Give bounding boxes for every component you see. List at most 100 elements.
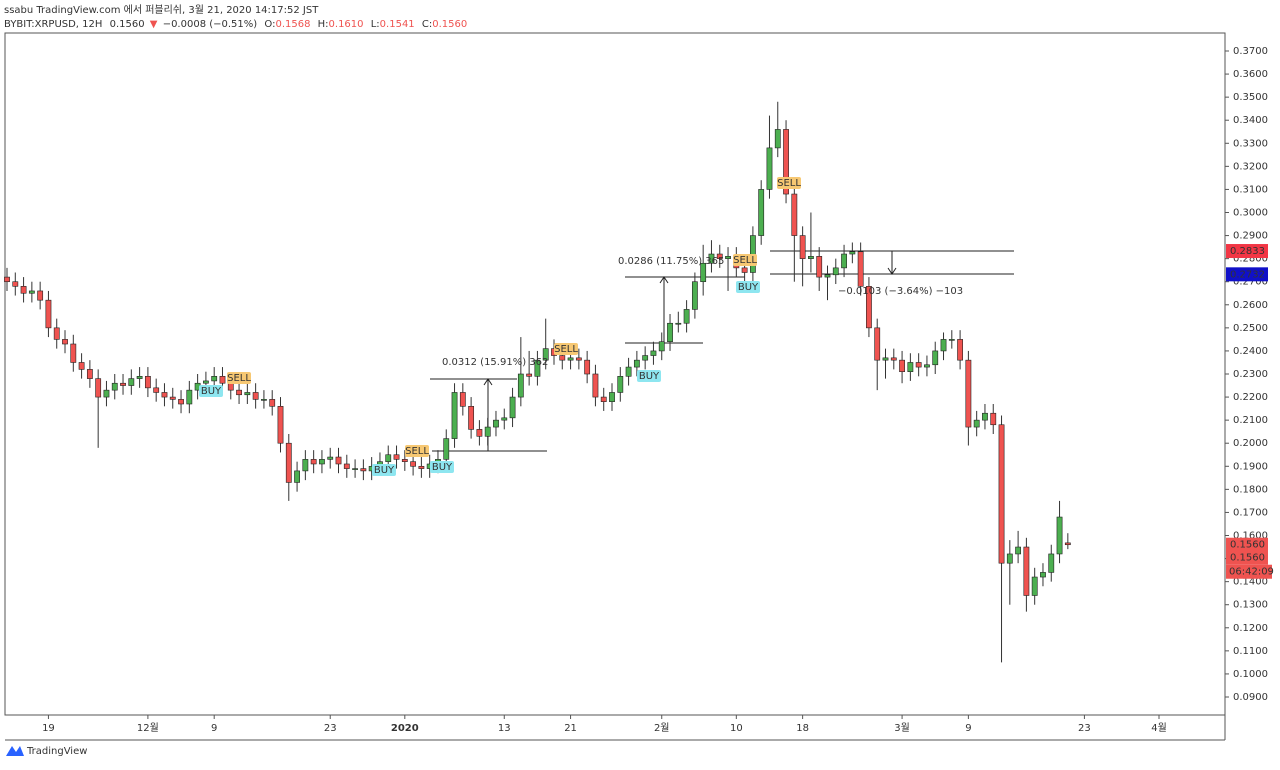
- signal-badge: [777, 177, 801, 189]
- signal-badge: [199, 385, 223, 397]
- candle-body: [890, 357, 897, 361]
- candle-body: [783, 129, 789, 195]
- candle-body: [534, 359, 541, 377]
- signal-label: SELL: [227, 373, 251, 384]
- x-tick-label: 23: [324, 723, 337, 734]
- signal-badge: [405, 445, 429, 457]
- arrow-head: [887, 267, 897, 275]
- candle-body: [874, 327, 881, 361]
- candle-body: [1031, 576, 1038, 596]
- y-tick-label: 0.1400: [1233, 577, 1268, 588]
- candle-body: [592, 373, 599, 398]
- candle-body: [468, 406, 475, 430]
- last: 0.1560: [110, 19, 145, 30]
- candle-body: [418, 465, 425, 469]
- candle-body: [20, 286, 27, 294]
- logo-text: TradingView: [26, 746, 87, 757]
- candle-body: [542, 348, 549, 361]
- c-label: C:: [422, 19, 432, 30]
- candle-body: [410, 461, 417, 467]
- candle-body: [857, 251, 864, 287]
- countdown-box: [1226, 564, 1272, 579]
- candle-body: [882, 357, 889, 361]
- o: 0.1568: [275, 19, 310, 30]
- candle-body: [716, 253, 723, 259]
- candle-body: [973, 419, 980, 428]
- y-tick-label: 0.3300: [1233, 138, 1268, 149]
- candle-body: [120, 382, 126, 386]
- y-tick-label: 0.1900: [1233, 461, 1268, 472]
- candle-body: [940, 339, 947, 352]
- candle-body: [95, 378, 102, 398]
- x-tick-label: 12월: [137, 722, 159, 734]
- measure-label: 0.0312 (15.91%) 362: [442, 357, 548, 368]
- candle-body: [28, 290, 35, 294]
- candle-body: [401, 459, 408, 462]
- candle-body: [575, 357, 582, 361]
- candle-body: [111, 382, 118, 391]
- candle-body: [360, 468, 367, 472]
- header-line2: BYBIT:XRPUSD, 12H 0.1560 ▼ −0.0008 (−0.5…: [4, 19, 467, 30]
- candle-body: [708, 253, 715, 264]
- signal-label: BUY: [201, 386, 222, 397]
- candle-body: [493, 419, 499, 428]
- candle-body: [1023, 546, 1030, 596]
- signal-label: BUY: [738, 282, 759, 293]
- y-tick-label: 0.1600: [1233, 531, 1268, 542]
- candle-body: [617, 376, 624, 393]
- candle-body: [808, 256, 814, 259]
- symbol: BYBIT:XRPUSD, 12H: [4, 19, 102, 30]
- candle-body: [998, 424, 1005, 564]
- x-tick-label: 9: [965, 723, 971, 734]
- y-tick-label: 0.1000: [1233, 669, 1268, 680]
- candle-body: [310, 459, 317, 465]
- signal-label: BUY: [374, 465, 395, 476]
- candle-body: [62, 339, 68, 345]
- candle-body: [924, 364, 930, 368]
- y-tick-label: 0.2900: [1233, 231, 1268, 242]
- candle-body: [252, 392, 259, 400]
- candle-body: [509, 396, 516, 419]
- y-tick-label: 0.2800: [1233, 254, 1268, 265]
- y-tick-label: 0.1300: [1233, 600, 1268, 611]
- candle-body: [1040, 572, 1046, 578]
- candle-body: [153, 387, 160, 393]
- candle-body: [915, 362, 922, 368]
- candle-body: [691, 281, 698, 310]
- y-tick-label: 0.0900: [1233, 692, 1268, 703]
- candle-body: [53, 327, 60, 340]
- candle-body: [169, 396, 176, 400]
- candle-body: [443, 438, 450, 460]
- candle-body: [526, 373, 533, 377]
- c: 0.1560: [432, 19, 467, 30]
- candle-body: [161, 392, 168, 398]
- candle-body: [1056, 516, 1063, 555]
- l: 0.1541: [380, 19, 415, 30]
- candle-body: [501, 417, 508, 421]
- candle-body: [227, 382, 234, 391]
- y-tick-label: 0.2200: [1233, 392, 1268, 403]
- candle-body: [866, 286, 872, 329]
- candle-body: [385, 454, 392, 462]
- candle-body: [1064, 542, 1071, 546]
- y-tick-label: 0.3200: [1233, 161, 1268, 172]
- x-tick-label: 13: [498, 723, 511, 734]
- candle-body: [517, 373, 524, 398]
- candle-body: [766, 147, 773, 190]
- candle-body: [849, 251, 856, 255]
- candle-body: [600, 396, 607, 402]
- candle-body: [269, 399, 276, 407]
- signal-label: BUY: [639, 371, 660, 382]
- candle-body: [476, 429, 483, 437]
- h-label: H:: [318, 19, 329, 30]
- price-label-box: [1226, 537, 1268, 552]
- y-tick-label: 0.2000: [1233, 438, 1268, 449]
- price-label-box: [1226, 267, 1268, 282]
- x-tick-label: 2020: [391, 723, 419, 734]
- candle-body: [642, 355, 649, 361]
- candle-body: [459, 392, 466, 407]
- candle-body: [791, 193, 798, 236]
- candle-body: [907, 362, 914, 372]
- y-tick-label: 0.2400: [1233, 346, 1268, 357]
- y-tick-label: 0.1700: [1233, 507, 1268, 518]
